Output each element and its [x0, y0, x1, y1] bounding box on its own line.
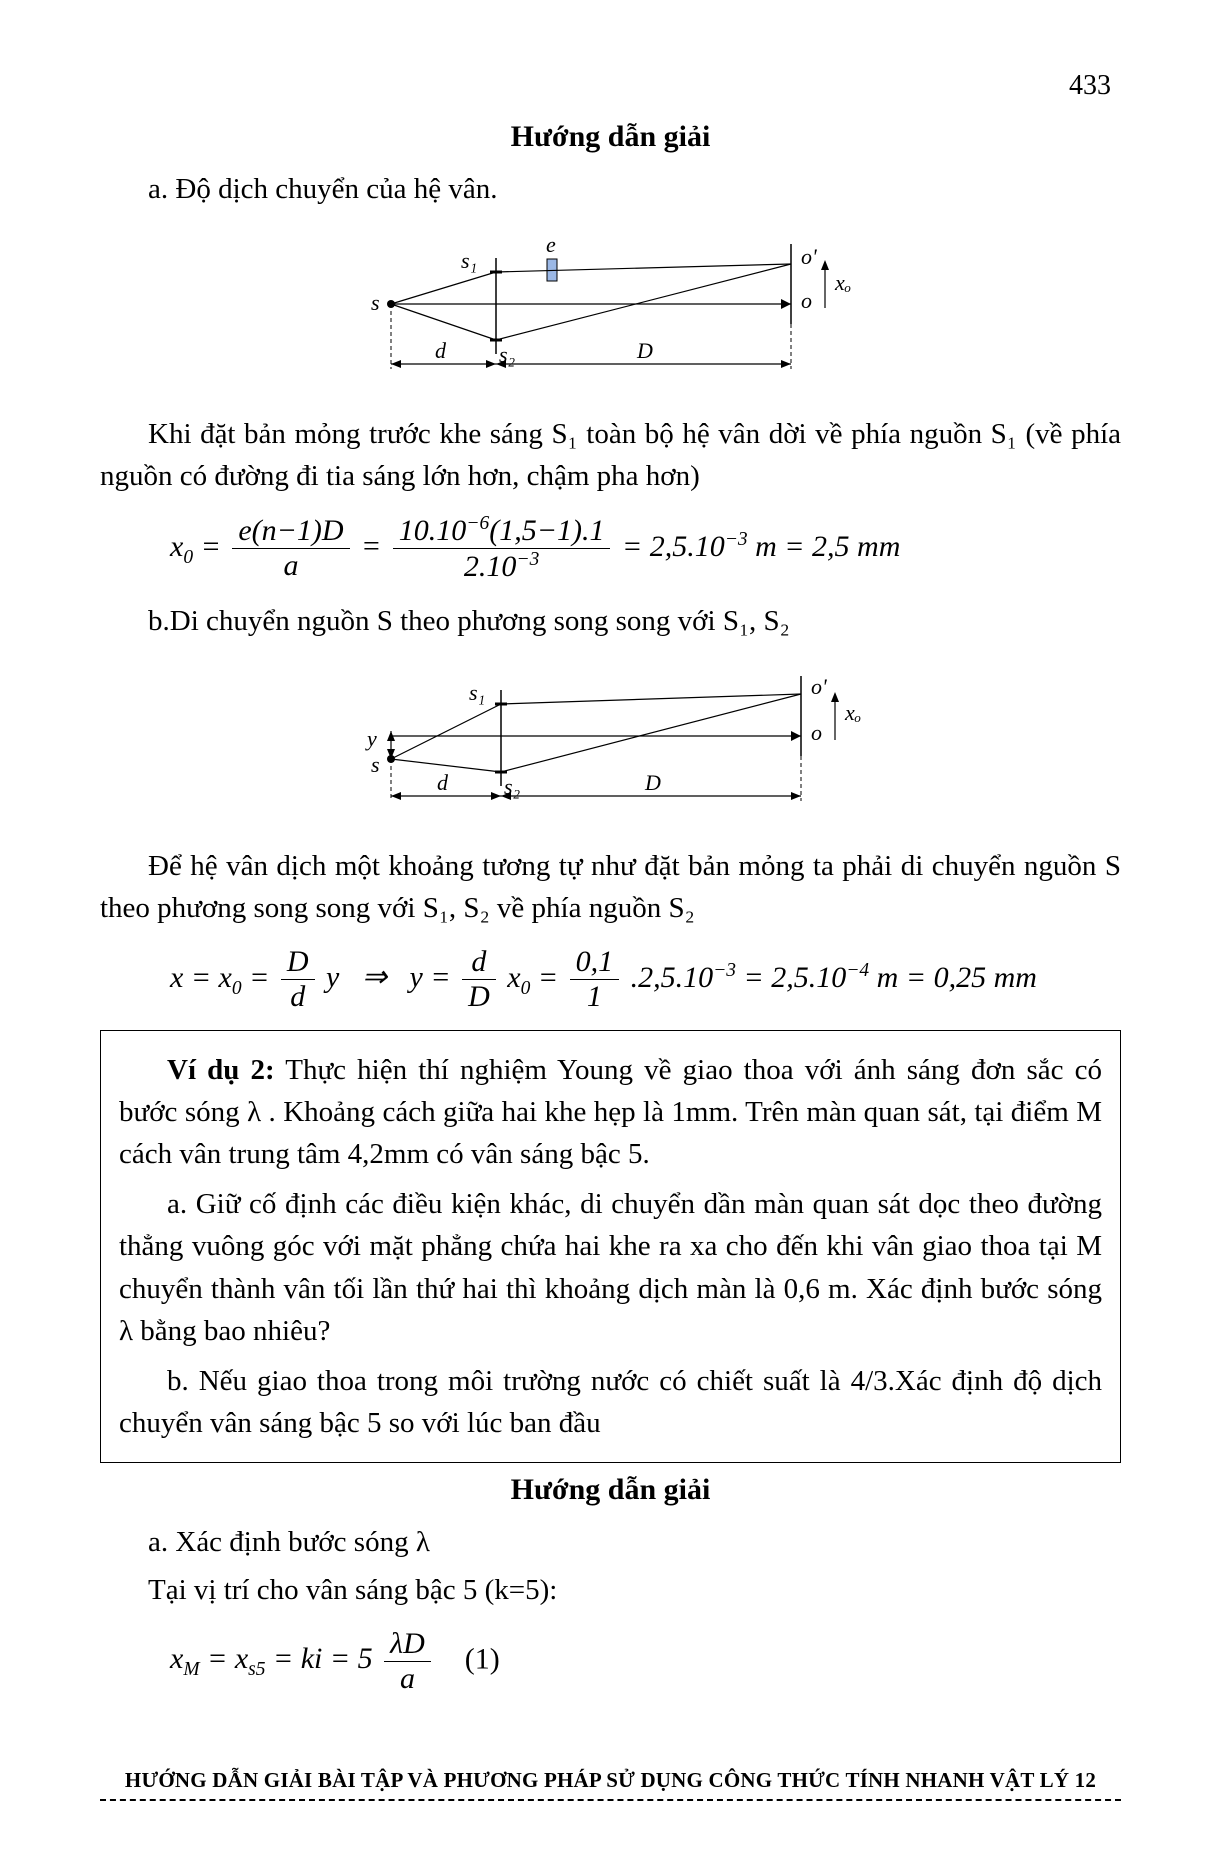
- lbl-o: o: [801, 288, 812, 313]
- fc-lhs: xM = xs5 = ki = 5: [170, 1642, 373, 1675]
- diagram-1-svg: s s₁ s₂ e o' o: [351, 224, 871, 394]
- lbl-D: D: [636, 338, 653, 363]
- fb-f3-den: 1: [570, 980, 620, 1014]
- text-c1: a. Xác định bước sóng λ: [100, 1521, 1121, 1563]
- fa-result: = 2,5.10−3 m = 2,5 mm: [622, 530, 900, 563]
- fc-tag: (1): [442, 1642, 499, 1675]
- section-title-2: Hướng dẫn giải: [100, 1473, 1121, 1507]
- lbl2-y: y: [365, 726, 377, 751]
- section-title-1: Hướng dẫn giải: [100, 120, 1121, 154]
- formula-c: xM = xs5 = ki = 5 λD a (1): [170, 1627, 1121, 1696]
- fa-f1-den: a: [232, 549, 349, 583]
- ex2-p3: b. Nếu giao thoa trong môi trường nước c…: [119, 1360, 1102, 1444]
- formula-b: x = x0 = D d y ⇒ y = d D x0 = 0,1 1 .2,5…: [170, 945, 1121, 1014]
- diagram-2-svg: s y s₁ s₂ o' o xₒ: [341, 656, 881, 826]
- lbl2-o: o: [811, 720, 822, 745]
- fa-f2-den: 2.10−3: [393, 549, 611, 584]
- fa-lhs: x0 =: [170, 530, 228, 563]
- ex2-p1: Ví dụ 2: Thực hiện thí nghiệm Young về g…: [119, 1049, 1102, 1175]
- ex2-p2: a. Giữ cố định các điều kiện khác, di ch…: [119, 1183, 1102, 1351]
- lbl2-D: D: [644, 770, 661, 795]
- fb-p1: x = x0 =: [170, 961, 277, 994]
- text-b-explain: Để hệ vân dịch một khoảng tương tự như đ…: [100, 845, 1121, 929]
- text-a-explain: Khi đặt bản mỏng trước khe sáng S₁ toàn …: [100, 413, 1121, 497]
- lbl2-s: s: [371, 752, 380, 777]
- lbl-e: e: [546, 232, 556, 257]
- fb-f1-den: d: [281, 980, 315, 1014]
- text-b-intro: b.Di chuyển nguồn S theo phương song son…: [100, 600, 1121, 642]
- lbl2-s1: s₁: [469, 680, 485, 705]
- fb-f2-den: D: [462, 980, 496, 1014]
- fb-f1-num: D: [281, 945, 315, 980]
- fa-f1-num: e(n−1)D: [232, 514, 349, 549]
- lbl-xo: xₒ: [834, 270, 851, 295]
- lbl2-op: o': [811, 674, 827, 699]
- fb-result: .2,5.10−3 = 2,5.10−4 m = 0,25 mm: [631, 961, 1037, 994]
- diagram-1: s s₁ s₂ e o' o: [100, 224, 1121, 399]
- page: 433 Hướng dẫn giải a. Độ dịch chuyển của…: [0, 0, 1221, 1851]
- lbl2-d: d: [437, 770, 449, 795]
- fa-f2-num: 10.10−6(1,5−1).1: [393, 513, 611, 549]
- fb-f2-num: d: [462, 945, 496, 980]
- lbl-op: o': [801, 244, 817, 269]
- page-number: 433: [1069, 70, 1111, 102]
- example-2-box: Ví dụ 2: Thực hiện thí nghiệm Young về g…: [100, 1030, 1121, 1462]
- lbl-s1: s₁: [461, 248, 477, 273]
- ex2-title: Ví dụ 2:: [167, 1054, 275, 1086]
- text-c2: Tại vị trí cho vân sáng bậc 5 (k=5):: [100, 1569, 1121, 1611]
- text-a-intro: a. Độ dịch chuyển của hệ vân.: [100, 168, 1121, 210]
- diagram-2: s y s₁ s₂ o' o xₒ: [100, 656, 1121, 831]
- fb-f3-num: 0,1: [570, 945, 620, 980]
- fc-den: a: [384, 1662, 431, 1696]
- formula-a: x0 = e(n−1)D a = 10.10−6(1,5−1).1 2.10−3…: [170, 513, 1121, 584]
- footer: HƯỚNG DẪN GIẢI BÀI TẬP VÀ PHƯƠNG PHÁP SỬ…: [100, 1768, 1121, 1801]
- lbl-d: d: [435, 338, 447, 363]
- lbl2-xo: xₒ: [844, 700, 861, 725]
- fc-num: λD: [384, 1627, 431, 1662]
- lbl-s: s: [371, 290, 380, 315]
